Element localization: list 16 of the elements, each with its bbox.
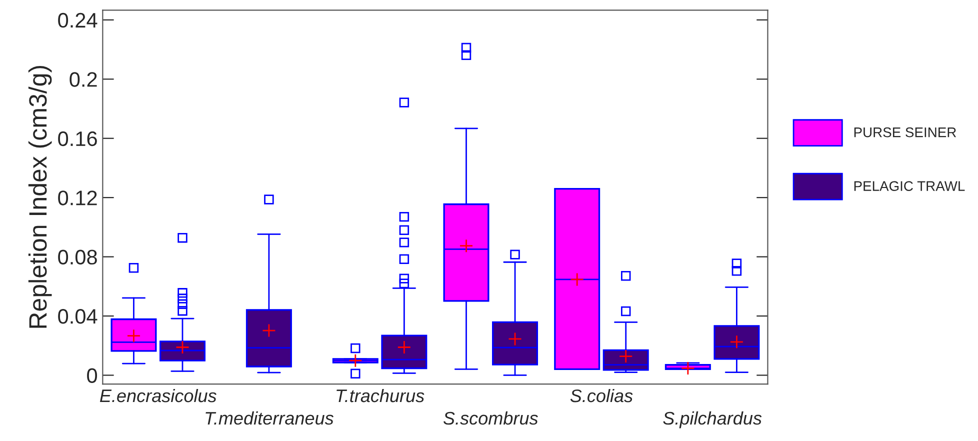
x-tick-label: T.trachurus <box>336 388 424 402</box>
y-tick-label: 0.2 <box>70 72 97 87</box>
y-tick-label: 0.16 <box>58 131 97 146</box>
y-axis-title: Repletion Index (cm3/g) <box>28 66 52 328</box>
x-tick-label: T.mediterraneus <box>206 411 334 425</box>
y-tick-label: 0 <box>87 368 98 383</box>
legend-label: PURSE SEINER <box>854 127 956 138</box>
y-tick-label: 0.12 <box>58 190 97 206</box>
x-tick-label: S.colias <box>570 388 633 402</box>
legend-label: PELAGIC TRAWL <box>854 181 965 191</box>
y-tick-label: 0.04 <box>58 309 98 324</box>
y-tick-label: 0.08 <box>58 250 97 265</box>
x-tick-label: E.encrasicolus <box>100 388 216 402</box>
x-tick-label: S.scombrus <box>443 411 538 425</box>
y-tick-label: 0.24 <box>58 12 98 28</box>
x-tick-label: S.pilchardus <box>663 411 762 428</box>
